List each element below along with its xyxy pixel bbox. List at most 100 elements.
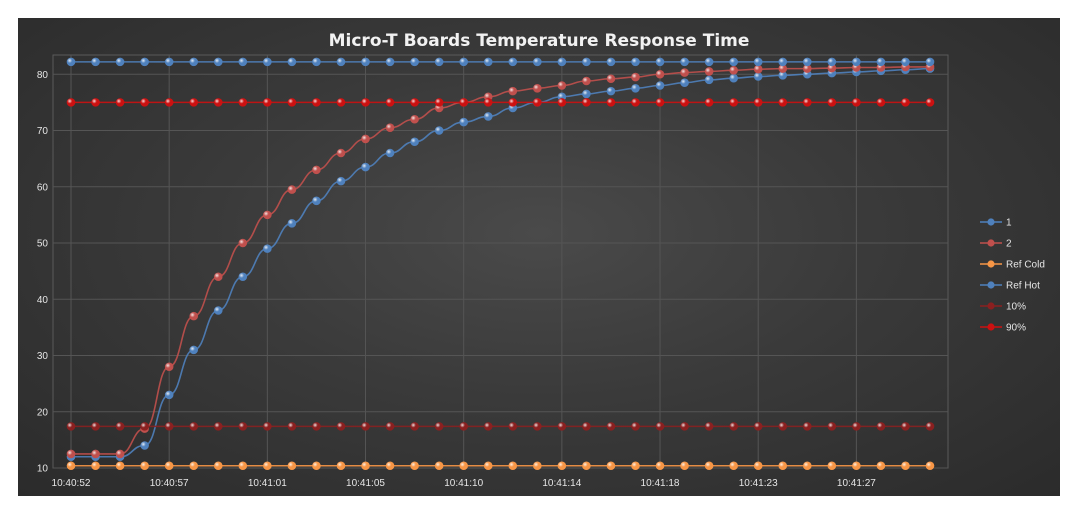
legend-item[interactable]: Ref Hot	[980, 281, 1040, 292]
data-point-highlight	[557, 461, 567, 471]
data-point-highlight	[582, 98, 591, 107]
data-point-highlight	[115, 461, 125, 471]
data-point-highlight	[729, 461, 738, 471]
data-point-highlight	[263, 422, 272, 431]
data-point-highlight	[778, 98, 788, 107]
data-point-highlight	[508, 57, 518, 67]
data-point-highlight	[91, 422, 100, 431]
data-point-highlight	[91, 98, 100, 107]
data-point-highlight	[410, 114, 419, 124]
data-point-highlight	[410, 98, 419, 107]
data-point-highlight	[483, 461, 493, 471]
data-point-highlight	[263, 57, 272, 67]
data-point-highlight	[876, 98, 886, 107]
data-point-highlight	[802, 98, 812, 107]
data-point-highlight	[827, 98, 837, 107]
data-point-highlight	[680, 57, 689, 67]
y-tick-label: 30	[37, 351, 49, 362]
data-point-highlight	[263, 210, 272, 220]
data-point-highlight	[827, 461, 837, 471]
data-point-highlight	[164, 362, 174, 372]
data-point-highlight	[336, 461, 346, 471]
data-point-highlight	[778, 461, 788, 471]
data-point-highlight	[483, 98, 493, 107]
data-point-highlight	[164, 461, 174, 471]
data-point-highlight	[680, 78, 689, 87]
series-ref-cold	[66, 461, 935, 471]
data-point-highlight	[361, 162, 370, 172]
series-ref-hot	[66, 57, 935, 67]
legend[interactable]: 1 2 Ref Cold Ref Hot 10% 90%	[980, 218, 1045, 334]
data-point-highlight	[410, 137, 419, 147]
data-point-highlight	[312, 165, 321, 175]
data-point-highlight	[606, 98, 616, 107]
legend-item[interactable]: Ref Cold	[980, 260, 1045, 271]
data-point-highlight	[361, 422, 370, 431]
data-point-highlight	[361, 57, 370, 67]
data-point-highlight	[140, 461, 149, 471]
data-point-highlight	[655, 461, 665, 471]
data-point-highlight	[533, 98, 542, 107]
data-point-highlight	[164, 98, 174, 107]
data-point-highlight	[753, 422, 763, 431]
data-point-highlight	[434, 422, 444, 431]
data-point-highlight	[115, 422, 125, 431]
data-point-highlight	[238, 461, 248, 471]
data-point-highlight	[361, 461, 370, 471]
data-point-highlight	[533, 422, 542, 431]
data-point-highlight	[459, 57, 468, 67]
data-point-highlight	[606, 422, 616, 431]
grid	[52, 54, 949, 469]
x-tick-label: 10:41:23	[739, 478, 778, 489]
data-point-highlight	[91, 57, 100, 67]
legend-label: 90%	[1006, 323, 1026, 334]
data-point-highlight	[753, 57, 763, 67]
data-point-highlight	[385, 422, 395, 431]
data-point-highlight	[778, 57, 788, 67]
legend-item[interactable]: 2	[980, 239, 1012, 250]
data-point-highlight	[729, 422, 738, 431]
data-point-highlight	[213, 98, 223, 107]
legend-item[interactable]: 90%	[980, 323, 1026, 334]
data-point-highlight	[876, 461, 886, 471]
legend-item[interactable]: 1	[980, 218, 1012, 229]
data-point-highlight	[582, 57, 591, 67]
data-point-highlight	[385, 98, 395, 107]
data-point-highlight	[312, 461, 321, 471]
data-point-highlight	[213, 57, 223, 67]
data-point-highlight	[680, 98, 689, 107]
data-point-highlight	[434, 57, 444, 67]
data-point-highlight	[655, 422, 665, 431]
data-point-highlight	[655, 81, 665, 90]
data-point-highlight	[704, 75, 714, 85]
data-point-highlight	[557, 81, 567, 90]
data-point-highlight	[655, 98, 665, 107]
data-point-highlight	[680, 422, 689, 431]
legend-swatch-marker	[987, 323, 995, 331]
data-point-highlight	[238, 422, 248, 431]
data-point-highlight	[263, 244, 272, 253]
x-tick-label: 10:40:57	[150, 478, 189, 489]
data-point-highlight	[263, 461, 272, 471]
data-point-highlight	[434, 461, 444, 471]
data-point-highlight	[115, 57, 125, 67]
data-point-highlight	[631, 422, 640, 431]
data-point-highlight	[606, 461, 616, 471]
data-point-highlight	[901, 98, 910, 107]
data-point-highlight	[557, 422, 567, 431]
y-axis: 10 20 30 40 50 60 70 80	[37, 70, 49, 475]
data-point-highlight	[213, 461, 223, 471]
series-10-	[66, 422, 935, 431]
y-tick-label: 50	[37, 239, 49, 250]
data-point-highlight	[483, 112, 493, 121]
data-point-highlight	[361, 134, 370, 144]
legend-swatch-marker	[987, 218, 995, 226]
data-point-highlight	[533, 84, 542, 93]
data-point-highlight	[655, 69, 665, 79]
x-tick-label: 10:41:05	[346, 478, 385, 489]
data-point-highlight	[753, 64, 763, 74]
data-point-highlight	[213, 422, 223, 431]
legend-swatch-marker	[987, 281, 995, 289]
chart-title: Micro-T Boards Temperature Response Time	[329, 31, 750, 51]
legend-item[interactable]: 10%	[980, 302, 1026, 313]
